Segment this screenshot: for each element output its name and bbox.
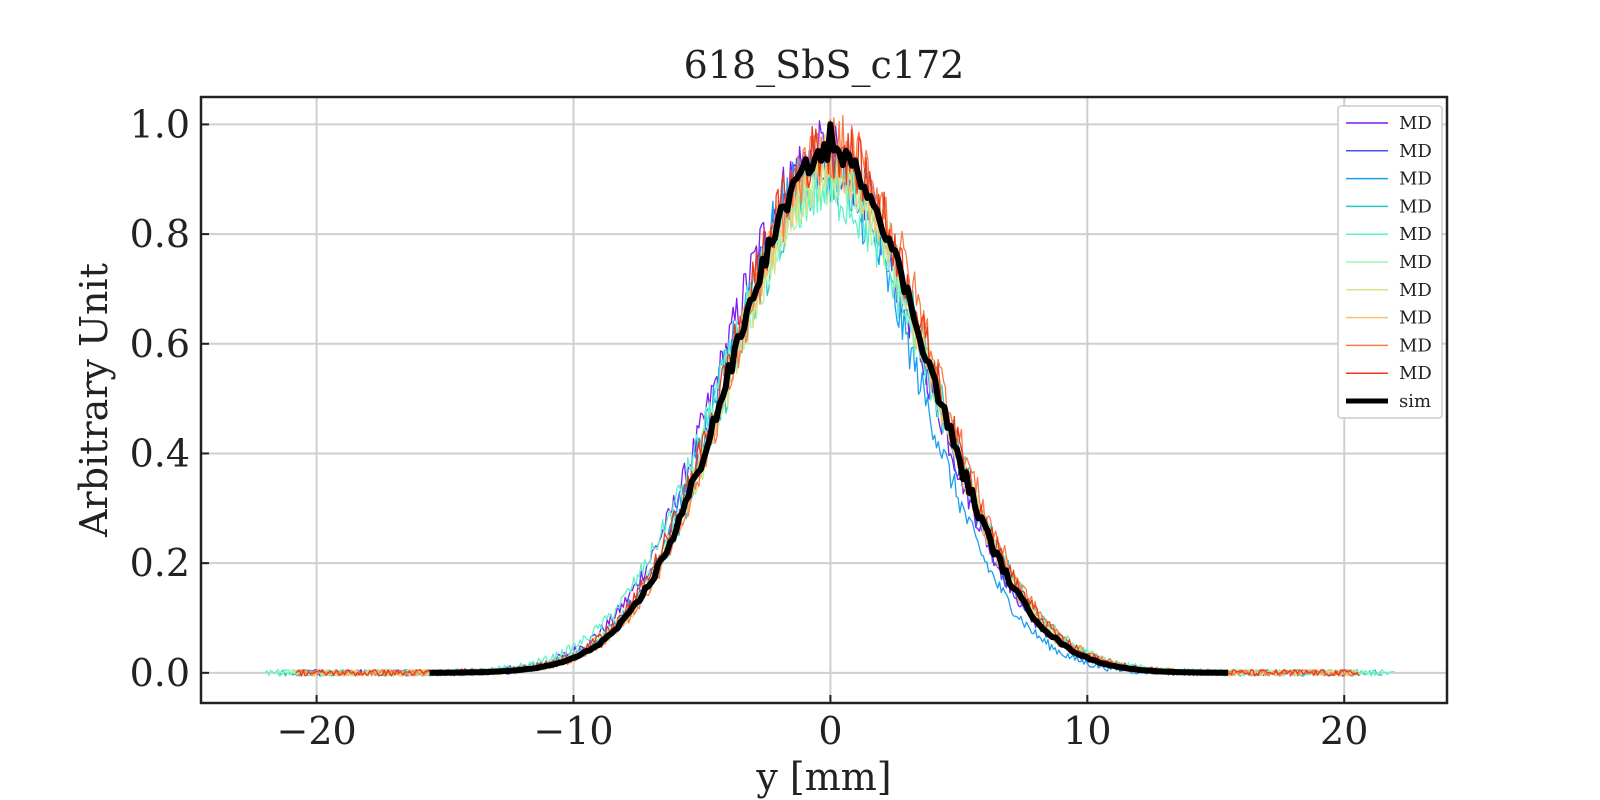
series-line-md-7 — [290, 140, 1356, 677]
legend-label: MD — [1399, 280, 1432, 301]
x-tick-label: 20 — [1320, 709, 1368, 753]
y-tick-label: 0.0 — [130, 651, 190, 695]
y-tick-label: 0.6 — [130, 322, 190, 366]
legend-label: MD — [1399, 308, 1432, 329]
legend-label: MD — [1399, 113, 1432, 134]
x-axis-label: y [mm] — [755, 755, 891, 799]
legend-label: sim — [1399, 391, 1431, 412]
legend: MD MD MD MD MD MD MD MD MD MD sim — [1337, 105, 1443, 419]
legend-box — [1337, 105, 1443, 419]
legend-label: MD — [1399, 363, 1432, 384]
series-line-md-6 — [277, 153, 1371, 677]
legend-label: MD — [1399, 252, 1432, 273]
tick-layer: −20 −10 0 10 20 0.0 0.2 0.4 0.6 0.8 1.0 — [130, 102, 1369, 753]
series-line-md-2 — [303, 136, 1172, 677]
y-tick-label: 0.8 — [130, 212, 190, 256]
y-tick-label: 0.4 — [130, 431, 190, 475]
x-tick-label: −10 — [533, 709, 613, 753]
x-tick-label: 10 — [1063, 709, 1111, 753]
y-axis-label: Arbitrary Unit — [72, 263, 116, 538]
legend-label: MD — [1399, 335, 1432, 356]
plot-frame — [199, 95, 1449, 705]
x-tick-label: 0 — [818, 709, 842, 753]
series-line-md-10 — [295, 119, 1360, 677]
series-layer — [264, 115, 1395, 677]
series-line-md-1 — [295, 120, 1349, 677]
series-line-sim — [429, 121, 1229, 676]
y-tick-label: 0.2 — [130, 541, 190, 585]
legend-label: MD — [1399, 224, 1432, 245]
legend-label: MD — [1399, 169, 1432, 190]
legend-label: MD — [1399, 196, 1432, 217]
chart-title: 618_SbS_c172 — [684, 43, 965, 88]
series-line-md-8 — [295, 134, 1358, 677]
y-tick-label: 1.0 — [130, 102, 190, 146]
legend-label: MD — [1399, 141, 1432, 162]
x-tick-label: −20 — [277, 709, 357, 753]
